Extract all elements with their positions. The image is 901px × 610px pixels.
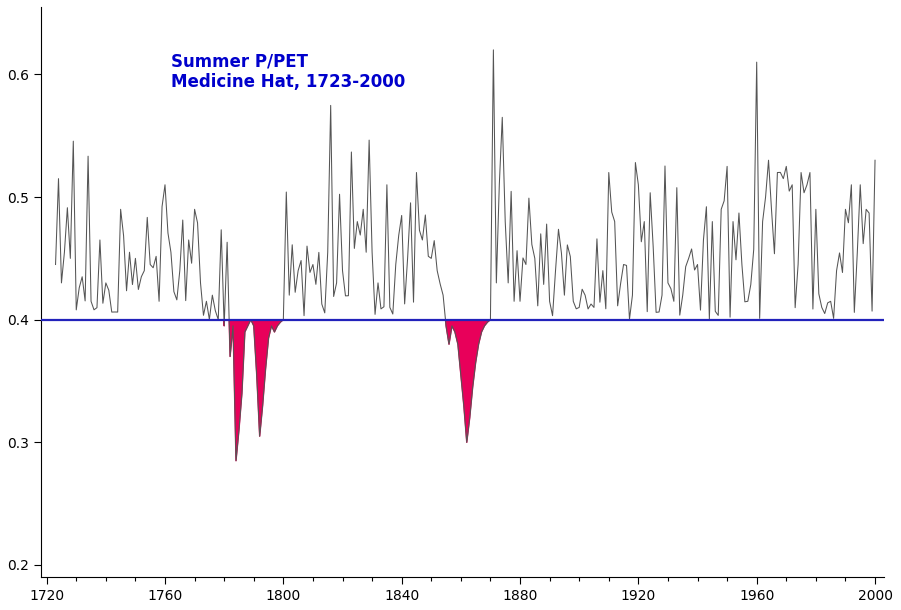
Text: Summer P/PET
Medicine Hat, 1723-2000: Summer P/PET Medicine Hat, 1723-2000 xyxy=(171,52,405,92)
